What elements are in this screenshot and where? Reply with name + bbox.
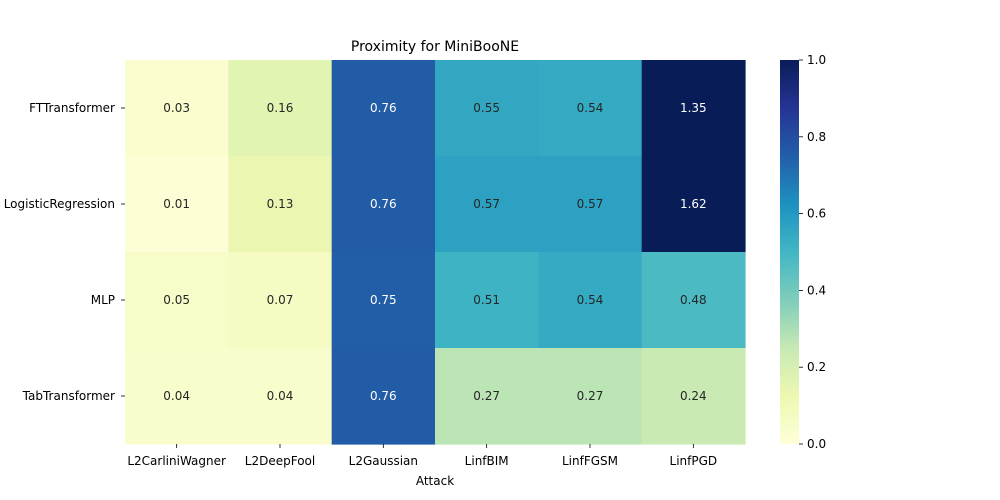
y-tick-label: MLP [91, 293, 115, 307]
heatmap-cell [125, 156, 229, 253]
heatmap-cell [228, 252, 333, 349]
heatmap-cell [435, 252, 539, 349]
cell-value-label: 0.51 [473, 293, 500, 307]
x-tick-label: LinfFGSM [562, 454, 618, 468]
heatmap-cell [331, 252, 436, 349]
y-tick-labels: FTTransformer LogisticRegression MLP TabTra… [4, 101, 125, 403]
heatmap-cell [641, 60, 746, 157]
cell-value-label: 0.57 [577, 197, 604, 211]
heatmap-cell [435, 348, 539, 445]
cell-value-label: 0.07 [267, 293, 294, 307]
heatmap-cell [538, 252, 643, 349]
chart-title: Proximity for MiniBooNE [351, 39, 519, 55]
x-axis-label: Attack [416, 474, 454, 488]
cell-value-label: 0.04 [163, 389, 190, 403]
heatmap-cell [435, 60, 539, 157]
colorbar-tick-label: 0.8 [807, 130, 826, 144]
colorbar-gradient [780, 60, 799, 444]
heatmap-cell [125, 60, 229, 157]
cell-value-label: 0.48 [680, 293, 707, 307]
cell-value-label: 0.03 [163, 101, 190, 115]
heatmap-cell [228, 60, 333, 157]
y-tick-label: LogisticRegression [4, 197, 115, 211]
cell-value-label: 0.24 [680, 389, 707, 403]
cell-value-label: 0.05 [163, 293, 190, 307]
heatmap-cell [331, 156, 436, 253]
x-tick-label: L2Gaussian [349, 454, 418, 468]
y-tick-label: TabTransformer [22, 389, 115, 403]
cell-value-label: 0.76 [370, 197, 397, 211]
heatmap-cell [641, 252, 746, 349]
colorbar-tick-label: 0.4 [807, 283, 826, 297]
cell-value-label: 1.35 [680, 101, 707, 115]
y-tick-label: FTTransformer [29, 101, 115, 115]
heatmap-cell [331, 60, 436, 157]
heatmap-cell [125, 252, 229, 349]
heatmap-cell [435, 156, 539, 253]
cell-value-label: 0.76 [370, 389, 397, 403]
heatmap-cell [331, 348, 436, 445]
cell-value-label: 0.55 [473, 101, 500, 115]
cell-value-label: 0.04 [267, 389, 294, 403]
heatmap-cell [641, 156, 746, 253]
cell-value-label: 0.27 [577, 389, 604, 403]
x-tick-label: L2CarliniWagner [127, 454, 226, 468]
cell-value-label: 0.13 [267, 197, 294, 211]
cell-value-label: 1.62 [680, 197, 707, 211]
cell-value-label: 0.16 [267, 101, 294, 115]
x-tick-label: L2DeepFool [245, 454, 315, 468]
heatmap-cell [641, 348, 746, 445]
x-tick-label: LinfPGD [670, 454, 718, 468]
cell-value-label: 0.54 [577, 293, 604, 307]
cell-value-label: 0.75 [370, 293, 397, 307]
heatmap-cell [228, 156, 333, 253]
colorbar-tick-label: 0.2 [807, 360, 826, 374]
heatmap-cell [538, 348, 643, 445]
cell-value-label: 0.27 [473, 389, 500, 403]
heatmap-cell [538, 60, 643, 157]
heatmap-cell [125, 348, 229, 445]
colorbar: 0.0 0.2 0.4 0.6 0.8 1.0 [780, 53, 826, 451]
heatmap-cells: 0.03 0.16 0.76 0.55 0.54 1.35 0.01 0.13 0.76 0.57… [125, 60, 746, 445]
x-tick-label: LinfBIM [465, 454, 509, 468]
colorbar-tick-label: 0.6 [807, 207, 826, 221]
cell-value-label: 0.76 [370, 101, 397, 115]
heatmap-cell [228, 348, 333, 445]
colorbar-tick-label: 0.0 [807, 437, 826, 451]
colorbar-tick-label: 1.0 [807, 53, 826, 67]
cell-value-label: 0.57 [473, 197, 500, 211]
heatmap-cell [538, 156, 643, 253]
cell-value-label: 0.54 [577, 101, 604, 115]
x-tick-labels: L2CarliniWagner L2DeepFool L2Gaussian LinfB… [127, 444, 717, 468]
cell-value-label: 0.01 [163, 197, 190, 211]
